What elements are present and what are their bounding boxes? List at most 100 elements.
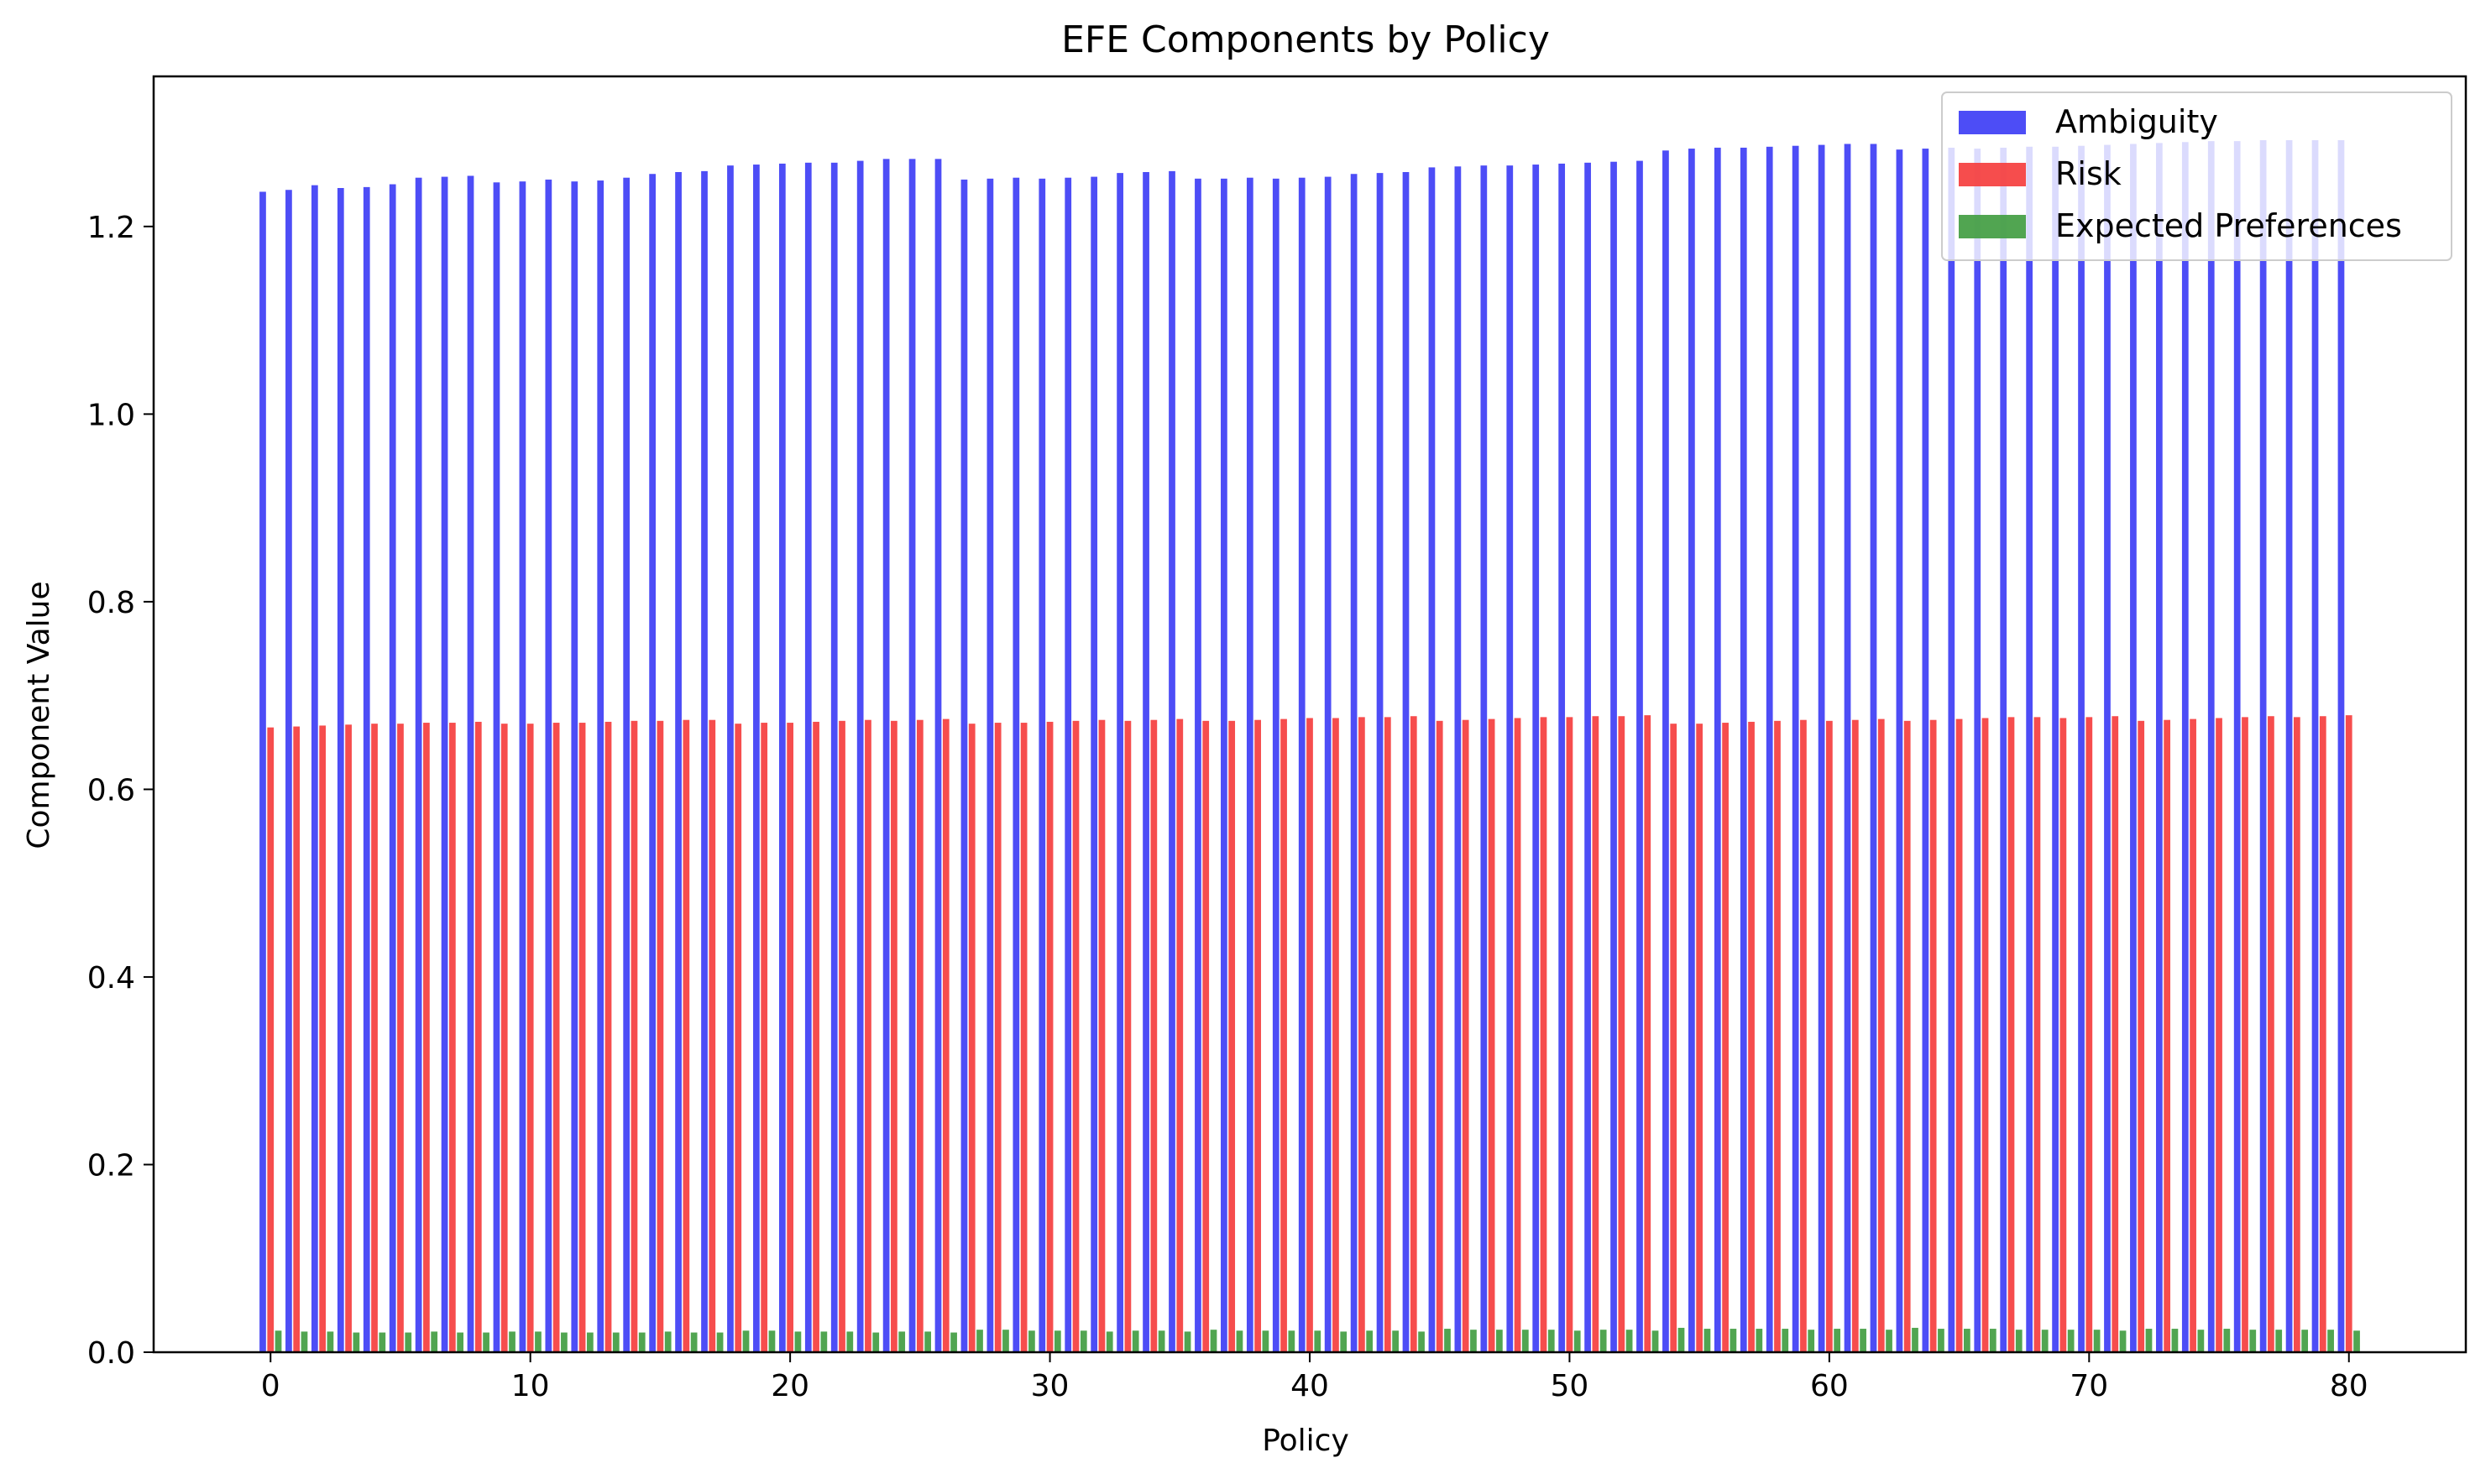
bar-risk-58 xyxy=(1774,720,1781,1352)
legend-label-expected-preferences: Expected Preferences xyxy=(2055,207,2402,244)
bar-ambiguity-67 xyxy=(2000,147,2007,1353)
y-tick-label: 0.0 xyxy=(87,1336,135,1371)
bar-expected-preferences-44 xyxy=(1418,1331,1425,1352)
bar-ambiguity-54 xyxy=(1662,150,1669,1353)
bar-expected-preferences-5 xyxy=(405,1332,412,1352)
bar-expected-preferences-24 xyxy=(898,1331,906,1352)
bar-expected-preferences-70 xyxy=(2093,1330,2101,1352)
bar-ambiguity-18 xyxy=(727,165,734,1352)
bar-ambiguity-3 xyxy=(337,188,344,1352)
bar-risk-25 xyxy=(916,719,924,1352)
bar-expected-preferences-40 xyxy=(1314,1330,1321,1352)
bar-risk-53 xyxy=(1644,715,1651,1352)
bar-ambiguity-59 xyxy=(1792,145,1799,1352)
bar-ambiguity-51 xyxy=(1584,162,1591,1353)
bar-expected-preferences-78 xyxy=(2301,1330,2309,1352)
bar-ambiguity-77 xyxy=(2259,140,2267,1352)
bar-risk-5 xyxy=(397,724,404,1352)
bar-expected-preferences-63 xyxy=(1912,1327,1918,1352)
bar-ambiguity-28 xyxy=(986,178,994,1353)
bar-risk-70 xyxy=(2085,717,2093,1352)
bar-ambiguity-64 xyxy=(1922,149,1929,1352)
bar-expected-preferences-26 xyxy=(950,1332,957,1352)
bar-risk-61 xyxy=(1851,719,1859,1352)
bar-risk-26 xyxy=(942,718,950,1352)
legend-swatch-risk xyxy=(1959,163,2026,186)
bar-ambiguity-37 xyxy=(1221,178,1227,1353)
bar-expected-preferences-8 xyxy=(483,1332,489,1352)
bar-ambiguity-5 xyxy=(389,184,396,1352)
bar-expected-preferences-34 xyxy=(1158,1330,1165,1352)
bar-ambiguity-4 xyxy=(363,186,370,1353)
bar-risk-51 xyxy=(1592,716,1599,1352)
bar-expected-preferences-23 xyxy=(872,1332,880,1352)
y-tick-label: 0.4 xyxy=(87,961,135,995)
bar-risk-13 xyxy=(604,721,612,1352)
bar-ambiguity-75 xyxy=(2207,141,2215,1352)
bar-ambiguity-12 xyxy=(571,181,578,1352)
bar-ambiguity-80 xyxy=(2337,140,2345,1352)
bar-ambiguity-14 xyxy=(623,177,631,1352)
bar-risk-28 xyxy=(994,723,1002,1352)
bar-expected-preferences-21 xyxy=(820,1331,828,1352)
bar-ambiguity-20 xyxy=(778,163,786,1353)
bar-ambiguity-7 xyxy=(441,176,448,1352)
bar-ambiguity-61 xyxy=(1844,144,1851,1352)
bar-expected-preferences-38 xyxy=(1262,1330,1269,1352)
bar-ambiguity-41 xyxy=(1324,176,1332,1352)
bar-expected-preferences-72 xyxy=(2145,1329,2153,1352)
bar-expected-preferences-20 xyxy=(794,1331,802,1352)
bar-ambiguity-65 xyxy=(1948,147,1955,1353)
bar-ambiguity-48 xyxy=(1506,165,1514,1352)
bar-risk-64 xyxy=(1929,719,1937,1352)
bar-expected-preferences-37 xyxy=(1236,1330,1243,1352)
bar-risk-75 xyxy=(2216,718,2222,1352)
bar-ambiguity-31 xyxy=(1065,177,1072,1352)
bar-risk-40 xyxy=(1306,718,1313,1352)
bar-risk-52 xyxy=(1618,716,1625,1352)
bar-ambiguity-13 xyxy=(597,180,604,1352)
bar-ambiguity-52 xyxy=(1610,161,1617,1352)
legend-label-risk: Risk xyxy=(2055,155,2122,192)
bar-risk-60 xyxy=(1826,720,1833,1352)
bar-ambiguity-22 xyxy=(830,162,838,1353)
legend-swatch-ambiguity xyxy=(1959,111,2026,134)
bar-risk-10 xyxy=(526,724,534,1352)
bar-risk-77 xyxy=(2268,716,2274,1352)
bar-risk-74 xyxy=(2190,718,2196,1352)
bar-risk-71 xyxy=(2112,716,2119,1352)
bar-ambiguity-39 xyxy=(1272,178,1280,1353)
series-expected-preferences xyxy=(275,1327,2360,1352)
bars-layer xyxy=(259,140,2360,1353)
bar-ambiguity-42 xyxy=(1350,174,1358,1352)
bar-expected-preferences-19 xyxy=(768,1330,776,1352)
bar-expected-preferences-18 xyxy=(742,1330,750,1352)
bar-expected-preferences-67 xyxy=(2015,1330,2023,1352)
bar-risk-18 xyxy=(735,724,742,1352)
bar-risk-7 xyxy=(448,723,456,1352)
bar-expected-preferences-47 xyxy=(1496,1330,1503,1352)
bar-ambiguity-68 xyxy=(2026,146,2033,1353)
bar-risk-8 xyxy=(474,721,482,1352)
bar-ambiguity-1 xyxy=(285,190,292,1352)
bar-expected-preferences-25 xyxy=(924,1331,931,1352)
bar-ambiguity-36 xyxy=(1195,178,1201,1353)
bar-risk-22 xyxy=(839,720,845,1352)
bar-ambiguity-79 xyxy=(2311,140,2319,1352)
bar-ambiguity-62 xyxy=(1870,144,1877,1352)
bar-ambiguity-73 xyxy=(2155,143,2163,1353)
bar-risk-14 xyxy=(631,720,638,1352)
bar-risk-72 xyxy=(2138,720,2145,1352)
bar-risk-63 xyxy=(1903,720,1911,1352)
bar-expected-preferences-64 xyxy=(1938,1329,1944,1352)
bar-ambiguity-43 xyxy=(1376,173,1384,1352)
bar-ambiguity-27 xyxy=(960,179,968,1353)
bar-ambiguity-49 xyxy=(1532,165,1540,1352)
bar-expected-preferences-59 xyxy=(1808,1330,1815,1352)
bar-expected-preferences-41 xyxy=(1340,1331,1348,1352)
bar-expected-preferences-45 xyxy=(1444,1329,1451,1352)
bar-risk-35 xyxy=(1176,718,1184,1352)
bar-expected-preferences-51 xyxy=(1599,1330,1607,1352)
bar-risk-1 xyxy=(293,726,301,1352)
